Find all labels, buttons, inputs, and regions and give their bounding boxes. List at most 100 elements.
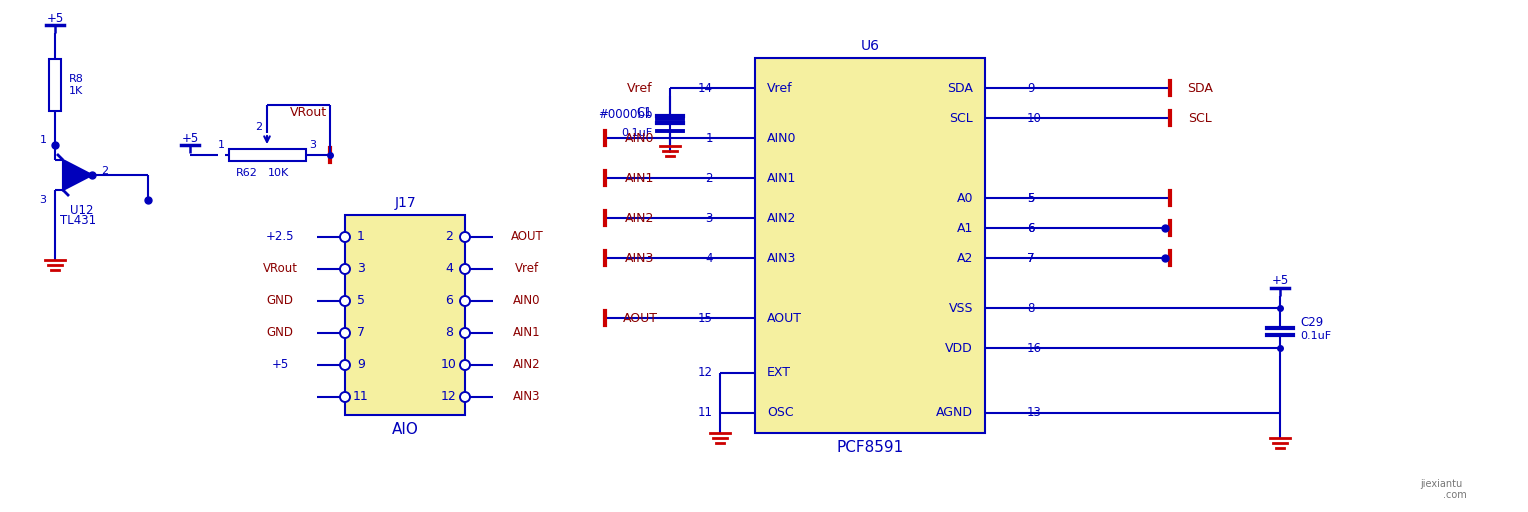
Text: 8: 8 bbox=[1027, 302, 1034, 314]
Text: 7: 7 bbox=[1027, 251, 1034, 265]
Text: 16: 16 bbox=[1027, 342, 1042, 354]
Text: 11: 11 bbox=[353, 391, 368, 403]
Text: EXT: EXT bbox=[767, 367, 792, 379]
Text: 0.1uF: 0.1uF bbox=[620, 128, 652, 138]
Text: 2: 2 bbox=[101, 166, 108, 176]
Text: SCL: SCL bbox=[1189, 112, 1212, 124]
Text: 9: 9 bbox=[1027, 81, 1034, 95]
Text: Vref: Vref bbox=[626, 81, 652, 95]
Text: 4: 4 bbox=[445, 263, 452, 275]
Circle shape bbox=[341, 264, 350, 274]
Text: PCF8591: PCF8591 bbox=[836, 440, 903, 456]
Text: VDD: VDD bbox=[946, 342, 973, 354]
Text: A1: A1 bbox=[957, 222, 973, 234]
Text: 1: 1 bbox=[706, 132, 714, 144]
Text: AIN2: AIN2 bbox=[513, 358, 541, 372]
Text: 3: 3 bbox=[310, 140, 316, 150]
Text: AIN2: AIN2 bbox=[767, 211, 796, 224]
Text: U6: U6 bbox=[860, 39, 880, 53]
Bar bbox=[229, 149, 306, 161]
Text: 4: 4 bbox=[706, 251, 714, 265]
Text: +5: +5 bbox=[272, 358, 289, 372]
Text: U12: U12 bbox=[70, 203, 93, 217]
Text: VRout: VRout bbox=[289, 106, 327, 119]
Text: AIN1: AIN1 bbox=[625, 172, 654, 184]
Text: A0: A0 bbox=[957, 191, 973, 204]
Text: OSC: OSC bbox=[767, 407, 793, 419]
Text: Vref: Vref bbox=[767, 81, 793, 95]
Text: 13: 13 bbox=[1027, 407, 1042, 419]
Text: AIN0: AIN0 bbox=[767, 132, 796, 144]
Text: SDA: SDA bbox=[947, 81, 973, 95]
Text: 1: 1 bbox=[217, 140, 225, 150]
Circle shape bbox=[341, 296, 350, 306]
Circle shape bbox=[460, 392, 471, 402]
Text: 6: 6 bbox=[1027, 222, 1034, 234]
Text: AIN1: AIN1 bbox=[513, 327, 541, 339]
Text: 7: 7 bbox=[358, 327, 365, 339]
Text: SDA: SDA bbox=[1187, 81, 1213, 95]
Text: 14: 14 bbox=[698, 81, 714, 95]
Text: 7: 7 bbox=[1027, 251, 1034, 265]
Polygon shape bbox=[63, 160, 92, 190]
Text: 3: 3 bbox=[358, 263, 365, 275]
Circle shape bbox=[460, 360, 471, 370]
Text: 10: 10 bbox=[442, 358, 457, 372]
Text: A2: A2 bbox=[957, 251, 973, 265]
Text: 6: 6 bbox=[445, 294, 452, 308]
Text: 2: 2 bbox=[445, 230, 452, 244]
Text: 10K: 10K bbox=[267, 168, 289, 178]
Text: +2.5: +2.5 bbox=[266, 230, 295, 244]
Circle shape bbox=[460, 328, 471, 338]
Text: 15: 15 bbox=[698, 311, 714, 325]
Text: TL431: TL431 bbox=[60, 214, 96, 226]
Text: 2: 2 bbox=[255, 122, 263, 132]
Text: R62: R62 bbox=[235, 168, 258, 178]
Text: 5: 5 bbox=[358, 294, 365, 308]
Text: AIN2: AIN2 bbox=[625, 211, 654, 224]
Text: GND: GND bbox=[266, 294, 293, 308]
Text: SCL: SCL bbox=[949, 112, 973, 124]
Text: 11: 11 bbox=[698, 407, 714, 419]
Text: VRout: VRout bbox=[263, 263, 298, 275]
Circle shape bbox=[460, 232, 471, 242]
Text: R8: R8 bbox=[69, 74, 84, 84]
Text: 8: 8 bbox=[445, 327, 452, 339]
Text: .com: .com bbox=[1442, 490, 1467, 500]
Text: C1: C1 bbox=[636, 106, 652, 119]
Text: VSS: VSS bbox=[949, 302, 973, 314]
Text: AIN3: AIN3 bbox=[513, 391, 541, 403]
Text: AOUT: AOUT bbox=[622, 311, 657, 325]
Text: Vref: Vref bbox=[515, 263, 539, 275]
Text: +5: +5 bbox=[1271, 274, 1288, 288]
Text: 1: 1 bbox=[40, 135, 46, 145]
Circle shape bbox=[460, 296, 471, 306]
Text: 5: 5 bbox=[1027, 191, 1034, 204]
Text: 0.1uF: 0.1uF bbox=[1300, 331, 1331, 341]
Text: #0000bb: #0000bb bbox=[597, 108, 652, 121]
Bar bbox=[755, 58, 986, 433]
Text: +5: +5 bbox=[182, 132, 199, 144]
Bar bbox=[49, 59, 61, 111]
Bar bbox=[345, 215, 465, 415]
Text: AIN0: AIN0 bbox=[513, 294, 541, 308]
Text: +5: +5 bbox=[46, 11, 64, 25]
Text: AIN0: AIN0 bbox=[625, 132, 656, 144]
Text: AGND: AGND bbox=[937, 407, 973, 419]
Text: 10: 10 bbox=[1027, 112, 1042, 124]
Text: AIN3: AIN3 bbox=[767, 251, 796, 265]
Text: 3: 3 bbox=[706, 211, 714, 224]
Text: AIN3: AIN3 bbox=[625, 251, 654, 265]
Circle shape bbox=[341, 232, 350, 242]
Circle shape bbox=[341, 360, 350, 370]
Text: 5: 5 bbox=[1027, 191, 1034, 204]
Text: 2: 2 bbox=[706, 172, 714, 184]
Text: AOUT: AOUT bbox=[767, 311, 802, 325]
Text: 12: 12 bbox=[698, 367, 714, 379]
Text: AIO: AIO bbox=[391, 421, 419, 437]
Text: C29: C29 bbox=[1300, 316, 1323, 330]
Text: 6: 6 bbox=[1027, 222, 1034, 234]
Text: 12: 12 bbox=[442, 391, 457, 403]
Text: GND: GND bbox=[266, 327, 293, 339]
Text: jiexiantu: jiexiantu bbox=[1420, 479, 1462, 489]
